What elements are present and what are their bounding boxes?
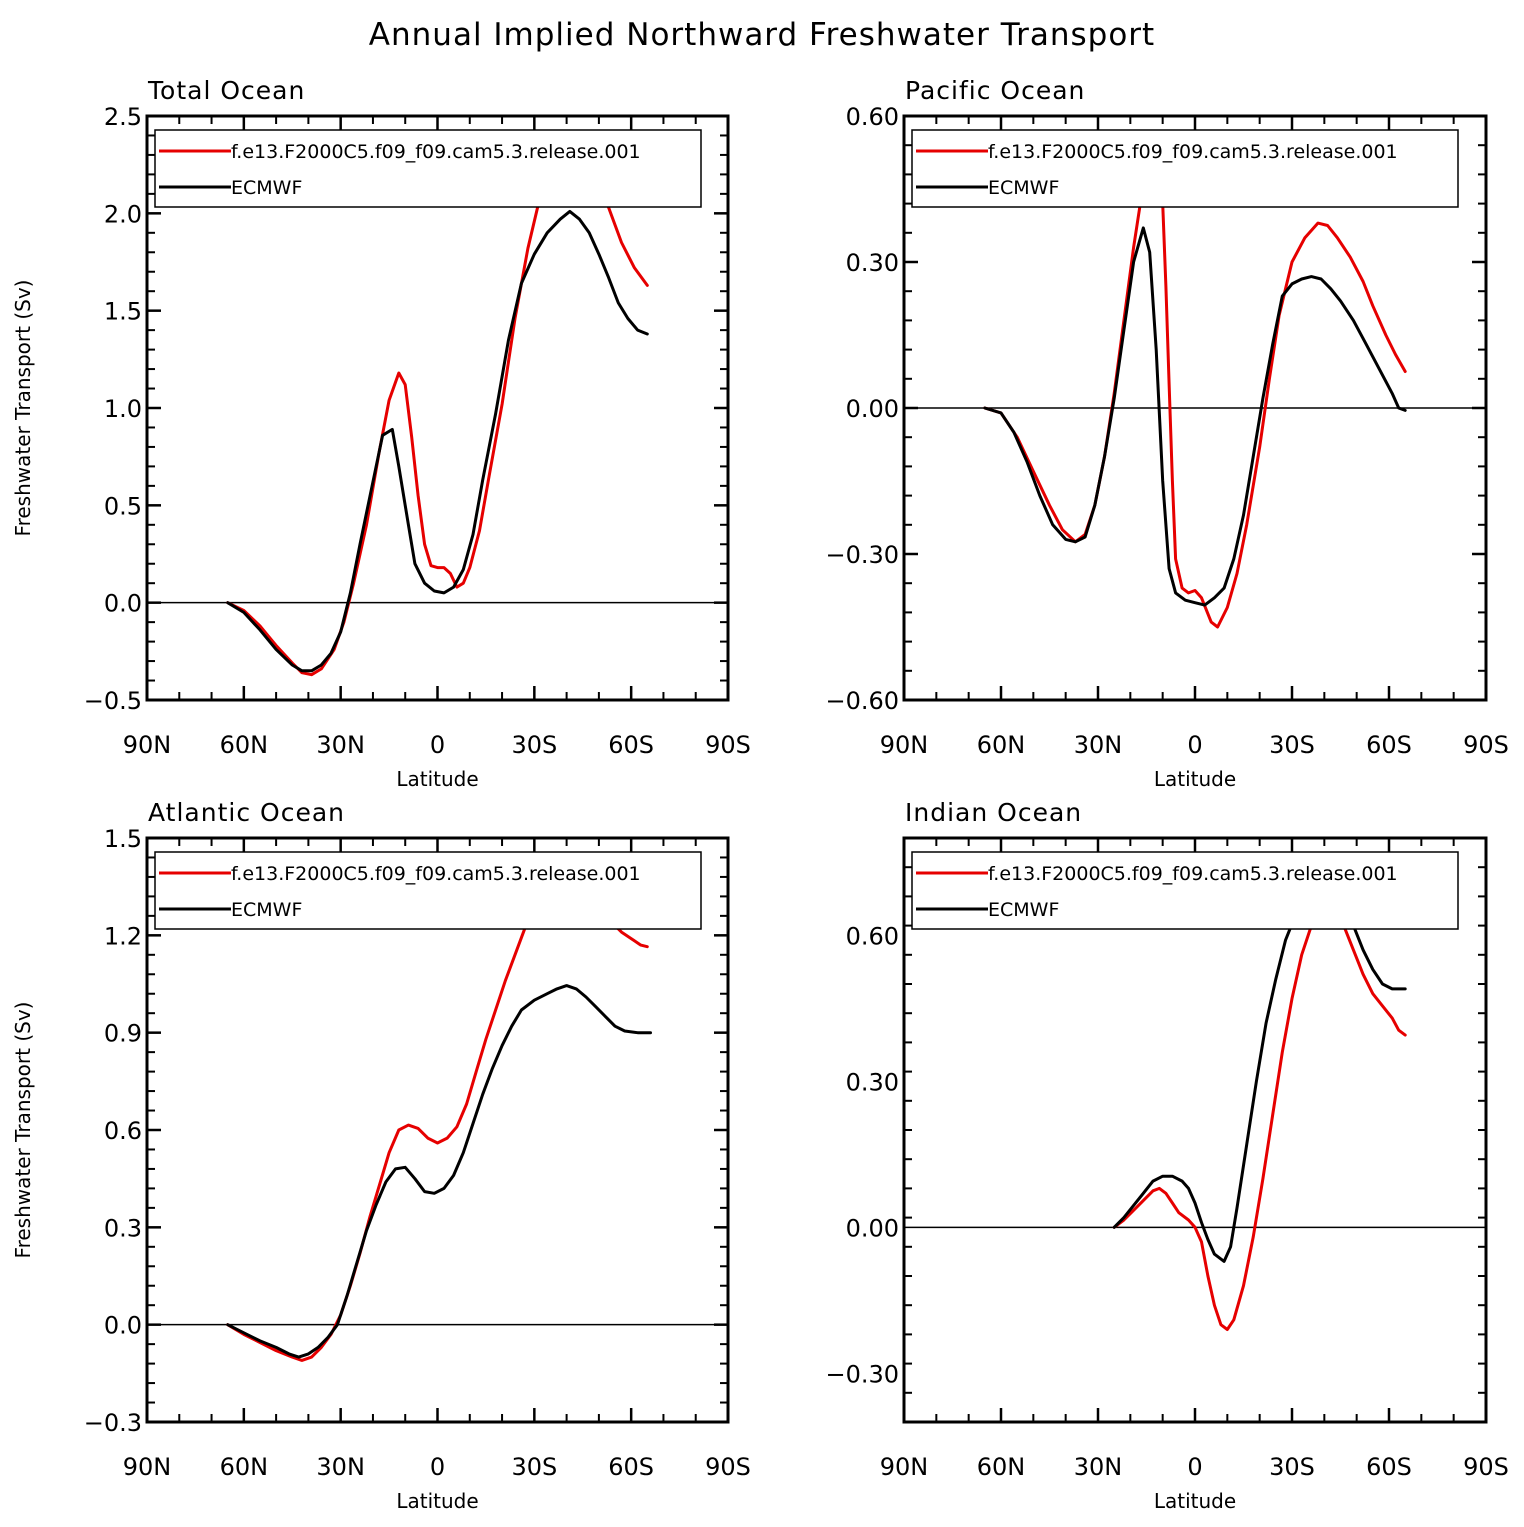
y-tick-label: 0.60 [846,103,899,131]
x-axis-label: Latitude [1154,767,1236,791]
y-tick-label: 2.5 [104,103,142,131]
x-tick-label: 90S [1463,1453,1509,1481]
panel-atlantic: Atlantic Ocean 90N 60N 30N 0 30S 60S 90S −0.3 0.0… [11,798,751,1513]
legend: f.e13.F2000C5.f09_f09.cam5.3.release.001… [911,129,1459,208]
y-tick-label: 0.00 [846,1214,899,1242]
y-tick-label: 0.0 [104,1312,142,1340]
y-tick-label: 0.30 [846,1068,899,1096]
series-line-ecmwf [226,984,652,1359]
series-line-model [226,130,649,677]
y-tick-label: −0.30 [825,1360,899,1388]
x-tick-label: 90N [880,731,929,759]
x-tick-label: 0 [1187,1453,1202,1481]
x-tick-label: 30S [1269,1453,1315,1481]
y-axis-label: Freshwater Transport (Sv) [11,1002,35,1259]
legend-label-ecmwf: ECMWF [988,177,1059,199]
y-tick-label: 2.0 [104,200,142,228]
y-axis-label: Freshwater Transport (Sv) [11,280,35,537]
legend: f.e13.F2000C5.f09_f09.cam5.3.release.001… [911,851,1459,930]
series-line-ecmwf [226,209,649,673]
y-tick-label: 0.0 [104,590,142,618]
x-tick-label: 60N [220,731,269,759]
y-tick-label: −0.3 [84,1409,142,1437]
y-tick-label: 0.5 [104,492,142,520]
x-tick-label: 90S [1463,731,1509,759]
legend-label-model: f.e13.F2000C5.f09_f09.cam5.3.release.001 [988,141,1398,163]
series-line-ecmwf [983,226,1407,607]
x-tick-label: 0 [1187,731,1202,759]
x-tick-label: 60S [608,731,654,759]
y-tick-label: −0.30 [825,541,899,569]
x-tick-label: 0 [430,1453,445,1481]
x-tick-label: 90N [123,1453,172,1481]
panel-title: Pacific Ocean [905,76,1085,105]
legend: f.e13.F2000C5.f09_f09.cam5.3.release.001… [154,851,702,930]
y-tick-label: 0.3 [104,1214,142,1242]
legend: f.e13.F2000C5.f09_f09.cam5.3.release.001… [154,129,702,208]
legend-label-model: f.e13.F2000C5.f09_f09.cam5.3.release.001 [988,863,1398,885]
x-tick-label: 60N [220,1453,269,1481]
x-tick-label: 60N [977,1453,1026,1481]
y-tick-label: 0.60 [846,922,899,950]
panel-title: Total Ocean [147,76,305,105]
legend-box [154,129,702,208]
x-tick-label: 90N [123,731,172,759]
legend-label-model: f.e13.F2000C5.f09_f09.cam5.3.release.001 [231,863,641,885]
x-tick-label: 30N [316,1453,365,1481]
panel-title: Atlantic Ocean [148,798,345,827]
y-tick-label: 1.2 [104,922,142,950]
y-tick-label: 0.6 [104,1117,142,1145]
y-tick-label: 1.5 [104,298,142,326]
legend-box [911,129,1459,208]
panel-title: Indian Ocean [905,798,1082,827]
y-tick-label: 0.00 [846,395,899,423]
legend-label-ecmwf: ECMWF [231,177,302,199]
panel-pacific: Pacific Ocean 90N 60N 30N 0 30S 60S 90S −0.60 −0.… [825,76,1508,791]
x-tick-label: 30S [511,731,557,759]
x-tick-label: 30S [511,1453,557,1481]
panel-total: Total Ocean 90N 60N 30N 0 30S 60S 90S −0.5 0.0 0.5… [11,76,751,791]
series-line-model [1112,902,1407,1331]
y-tick-label: −0.5 [84,687,142,715]
x-tick-label: 30N [316,731,365,759]
x-tick-label: 90S [705,1453,751,1481]
x-tick-label: 60S [1366,731,1412,759]
legend-label-ecmwf: ECMWF [988,899,1059,921]
legend-label-ecmwf: ECMWF [231,899,302,921]
x-tick-label: 90S [705,731,751,759]
series-line-model [983,153,1407,629]
legend-label-model: f.e13.F2000C5.f09_f09.cam5.3.release.001 [231,141,641,163]
series-line-model [226,875,649,1362]
x-tick-label: 30S [1269,731,1315,759]
x-tick-label: 90N [880,1453,929,1481]
y-tick-label: −0.60 [825,687,899,715]
legend-box [911,851,1459,930]
x-axis-label: Latitude [396,767,478,791]
legend-box [154,851,702,930]
x-tick-label: 0 [430,731,445,759]
x-tick-label: 60S [1366,1453,1412,1481]
x-axis-label: Latitude [1154,1489,1236,1513]
y-tick-label: 1.0 [104,395,142,423]
x-tick-label: 30N [1074,731,1123,759]
panel-indian: Indian Ocean 90N 60N 30N 0 30S 60S 90S −0.30 0.00… [825,798,1508,1513]
y-tick-label: 0.30 [846,249,899,277]
x-tick-label: 60S [608,1453,654,1481]
y-tick-label: 0.9 [104,1020,142,1048]
y-tick-label: 1.5 [104,825,142,853]
figure-title: Annual Implied Northward Freshwater Tran… [369,17,1155,53]
x-tick-label: 60N [977,731,1026,759]
x-axis-label: Latitude [396,1489,478,1513]
x-tick-label: 30N [1074,1453,1123,1481]
